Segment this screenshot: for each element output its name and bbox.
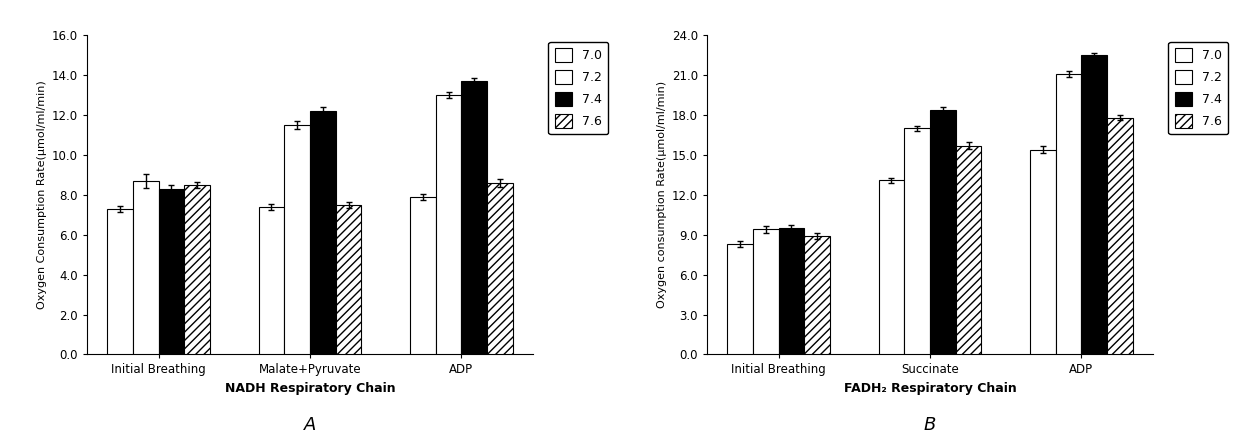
Text: B: B [924, 416, 936, 434]
Bar [284, 125, 310, 354]
Bar [435, 95, 461, 354]
Bar [930, 110, 956, 354]
Bar [185, 185, 210, 354]
Bar [878, 180, 904, 354]
Bar [487, 183, 513, 354]
X-axis label: FADH₂ Respiratory Chain: FADH₂ Respiratory Chain [843, 382, 1017, 395]
Bar [779, 228, 805, 354]
Bar [133, 181, 159, 354]
Bar [727, 244, 753, 354]
Bar [1055, 74, 1081, 354]
Bar [956, 146, 982, 354]
Bar [107, 209, 133, 354]
Bar [159, 189, 185, 354]
Y-axis label: Oxygen Consumption Rate(μmol/ml/min): Oxygen Consumption Rate(μmol/ml/min) [37, 81, 47, 309]
Bar [1081, 55, 1107, 354]
Bar [461, 82, 487, 354]
Bar [310, 111, 336, 354]
Text: A: A [304, 416, 316, 434]
Legend: 7.0, 7.2, 7.4, 7.6: 7.0, 7.2, 7.4, 7.6 [548, 42, 609, 134]
Bar [904, 128, 930, 354]
Bar [1107, 118, 1133, 354]
Y-axis label: Oxygen consumption Rate(μmol/ml/min): Oxygen consumption Rate(μmol/ml/min) [657, 82, 667, 308]
Bar [753, 229, 779, 354]
Bar [1030, 150, 1055, 354]
Bar [258, 207, 284, 354]
Legend: 7.0, 7.2, 7.4, 7.6: 7.0, 7.2, 7.4, 7.6 [1168, 42, 1229, 134]
Bar [805, 236, 830, 354]
Bar [336, 205, 362, 354]
Bar [410, 197, 435, 354]
X-axis label: NADH Respiratory Chain: NADH Respiratory Chain [224, 382, 396, 395]
